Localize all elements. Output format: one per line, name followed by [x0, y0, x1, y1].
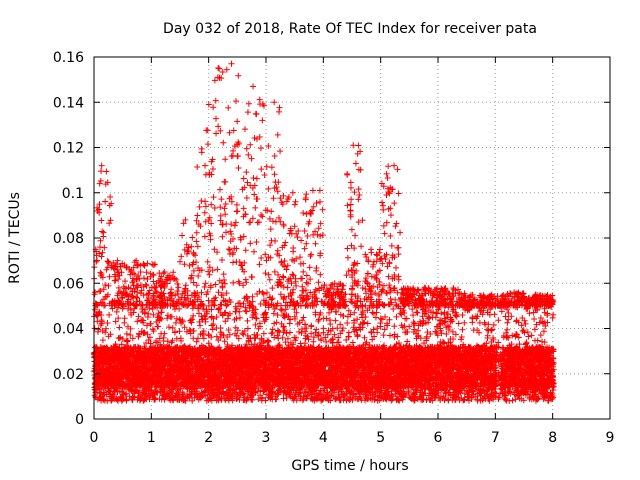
data-point — [302, 321, 309, 328]
data-point — [337, 321, 344, 328]
data-point — [116, 335, 123, 342]
data-point — [127, 332, 134, 339]
data-point — [103, 325, 110, 332]
data-point — [332, 317, 339, 324]
data-point — [134, 318, 141, 325]
data-point — [240, 331, 247, 338]
data-point — [98, 318, 105, 325]
data-point — [95, 326, 102, 333]
data-point — [124, 338, 131, 345]
data-point — [210, 321, 217, 328]
data-point — [102, 329, 109, 336]
data-point — [172, 319, 179, 326]
data-point — [270, 310, 277, 317]
data-point — [205, 340, 212, 347]
data-point — [116, 324, 123, 331]
data-point — [99, 337, 106, 344]
data-point — [123, 330, 130, 337]
data-point — [98, 386, 105, 393]
data-point — [334, 325, 341, 332]
data-point — [279, 334, 286, 341]
data-point — [107, 331, 114, 338]
data-point — [109, 305, 116, 312]
data-point — [122, 391, 129, 398]
data-point — [124, 337, 131, 344]
data-point — [253, 315, 260, 322]
data-point — [308, 330, 315, 337]
data-point — [104, 320, 111, 327]
data-point — [161, 330, 168, 337]
data-point — [106, 311, 113, 318]
data-point — [197, 322, 204, 329]
data-point — [200, 335, 207, 342]
data-point — [286, 329, 293, 336]
data-points — [91, 60, 557, 404]
data-point — [112, 318, 119, 325]
data-point — [193, 338, 200, 345]
data-point — [123, 397, 130, 404]
data-point — [115, 315, 122, 322]
data-point — [124, 305, 131, 312]
data-point — [274, 311, 281, 318]
data-point — [236, 314, 243, 321]
data-point — [243, 308, 250, 315]
data-point — [209, 326, 216, 333]
data-point — [318, 337, 325, 344]
data-point — [176, 328, 183, 335]
data-point — [265, 338, 272, 345]
data-point — [252, 321, 259, 328]
data-point — [253, 315, 260, 322]
data-point — [269, 326, 276, 333]
data-point — [123, 390, 130, 397]
data-point — [164, 315, 171, 322]
data-point — [118, 341, 125, 348]
data-point — [121, 315, 128, 322]
data-point — [91, 306, 98, 313]
data-point — [225, 327, 232, 334]
data-point — [323, 338, 330, 345]
data-point — [300, 314, 307, 321]
grid — [94, 57, 610, 419]
data-point — [165, 324, 172, 331]
data-point — [160, 334, 167, 341]
data-point — [98, 312, 105, 319]
data-point — [103, 391, 110, 398]
data-point — [275, 335, 282, 342]
data-point — [113, 308, 120, 315]
data-point — [158, 309, 165, 316]
data-point — [119, 336, 126, 343]
data-point — [339, 325, 346, 332]
data-point — [244, 317, 251, 324]
